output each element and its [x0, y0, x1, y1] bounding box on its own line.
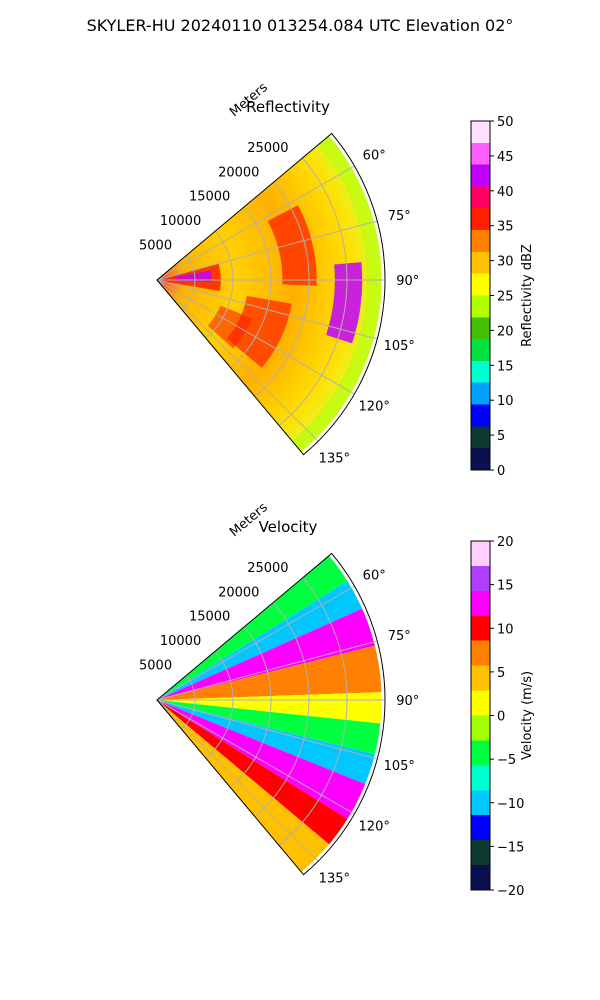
colorbar-tick-label: 20: [497, 535, 514, 550]
colorbar-tick-label: 25: [497, 290, 514, 305]
colorbar-tick-label: 0: [497, 710, 505, 725]
radial-tick-label: 15000: [189, 610, 230, 625]
radial-tick-label: 20000: [218, 165, 259, 180]
range-ring: [205, 650, 234, 759]
colorbar-tick-label: 35: [497, 220, 514, 235]
reflectivity-panel: Reflectivity500010000150002000025000Mete…: [139, 80, 535, 479]
radial-tick-label: 10000: [160, 214, 201, 229]
velocity-band: [157, 700, 379, 786]
colorbar-tick-label: 20: [497, 324, 514, 339]
reflectivity-peak: [326, 262, 363, 344]
azimuth-tick-label: 120°: [359, 819, 390, 834]
velocity-band: [157, 700, 382, 756]
sector-frame: [156, 552, 386, 876]
sector-frame: [156, 132, 386, 456]
azimuth-gridline: [156, 279, 319, 442]
radial-tick-label: 25000: [247, 141, 288, 156]
range-ring: [278, 577, 348, 846]
azimuth-gridline: [156, 165, 355, 281]
azimuth-tick-label: 135°: [319, 451, 350, 466]
azimuth-gridline: [156, 640, 378, 701]
azimuth-tick-label: 60°: [363, 149, 386, 164]
panel-title: Reflectivity: [246, 98, 330, 116]
colorbar-tick-label: 15: [497, 359, 514, 374]
radial-tick-label: 5000: [139, 659, 172, 674]
colorbar-tick-label: −5: [497, 753, 516, 768]
azimuth-tick-label: 135°: [319, 871, 350, 886]
radial-tick-label: 5000: [139, 239, 172, 254]
radial-tick-label: 25000: [247, 561, 288, 576]
azimuth-gridline: [156, 585, 355, 701]
colorbar-tick-label: 0: [497, 464, 505, 479]
azimuth-gridline: [156, 699, 355, 815]
azimuth-gridline: [156, 699, 378, 760]
colorbar-tick-label: 10: [497, 622, 514, 637]
velocity-panel: Velocity500010000150002000025000Meters60…: [139, 500, 535, 899]
azimuth-tick-label: 105°: [384, 759, 415, 774]
reflectivity-band: [207, 305, 253, 349]
data-field: [157, 555, 382, 873]
colorbar-tick-label: 45: [497, 150, 514, 165]
colorbar-tick-label: 40: [497, 185, 514, 200]
azimuth-gridline: [156, 279, 355, 395]
azimuth-tick-label: 75°: [388, 209, 411, 224]
azimuth-gridline: [156, 220, 378, 281]
radial-tick-label: 15000: [189, 190, 230, 205]
azimuth-tick-label: 90°: [396, 274, 419, 289]
colorbar-tick-label: 15: [497, 579, 514, 594]
azimuth-tick-label: 90°: [396, 694, 419, 709]
azimuth-gridline: [156, 699, 319, 862]
azimuth-tick-label: 120°: [359, 399, 390, 414]
colorbar-label: Reflectivity dBZ: [520, 244, 535, 347]
colorbar-tick-label: 5: [497, 666, 505, 681]
colorbar-tick-label: −20: [497, 884, 524, 899]
reflectivity-peak: [174, 270, 212, 282]
azimuth-gridline: [156, 279, 378, 340]
range-ring: [254, 601, 310, 817]
panel-title: Velocity: [259, 518, 318, 536]
colorbar-tick-label: −10: [497, 797, 524, 812]
azimuth-tick-label: 75°: [388, 629, 411, 644]
velocity-band: [157, 607, 379, 700]
reflectivity-band: [226, 295, 292, 368]
range-ring: [229, 206, 272, 368]
range-ring: [229, 626, 272, 788]
reflectivity-band: [267, 205, 317, 286]
range-ring: [254, 181, 310, 397]
velocity-band: [157, 700, 351, 847]
figure-title: SKYLER-HU 20240110 013254.084 UTC Elevat…: [86, 16, 514, 35]
colorbar-label: Velocity (m/s): [520, 671, 535, 760]
azimuth-tick-label: 105°: [384, 339, 415, 354]
colorbar-tick-label: 50: [497, 115, 514, 130]
velocity-band: [157, 644, 382, 700]
colorbar: [470, 540, 491, 891]
range-ring: [278, 157, 348, 426]
radial-tick-label: 20000: [218, 585, 259, 600]
velocity-band: [157, 555, 351, 700]
radial-tick-label: 10000: [160, 634, 201, 649]
colorbar-tick-label: 30: [497, 255, 514, 270]
reflectivity-base: [157, 135, 382, 453]
range-ring: [205, 230, 234, 339]
colorbar-tick-label: 10: [497, 394, 514, 409]
colorbar: [470, 120, 491, 471]
colorbar-tick-label: 5: [497, 429, 505, 444]
colorbar-tick-label: −15: [497, 840, 524, 855]
azimuth-tick-label: 60°: [363, 569, 386, 584]
data-field: [157, 135, 382, 453]
